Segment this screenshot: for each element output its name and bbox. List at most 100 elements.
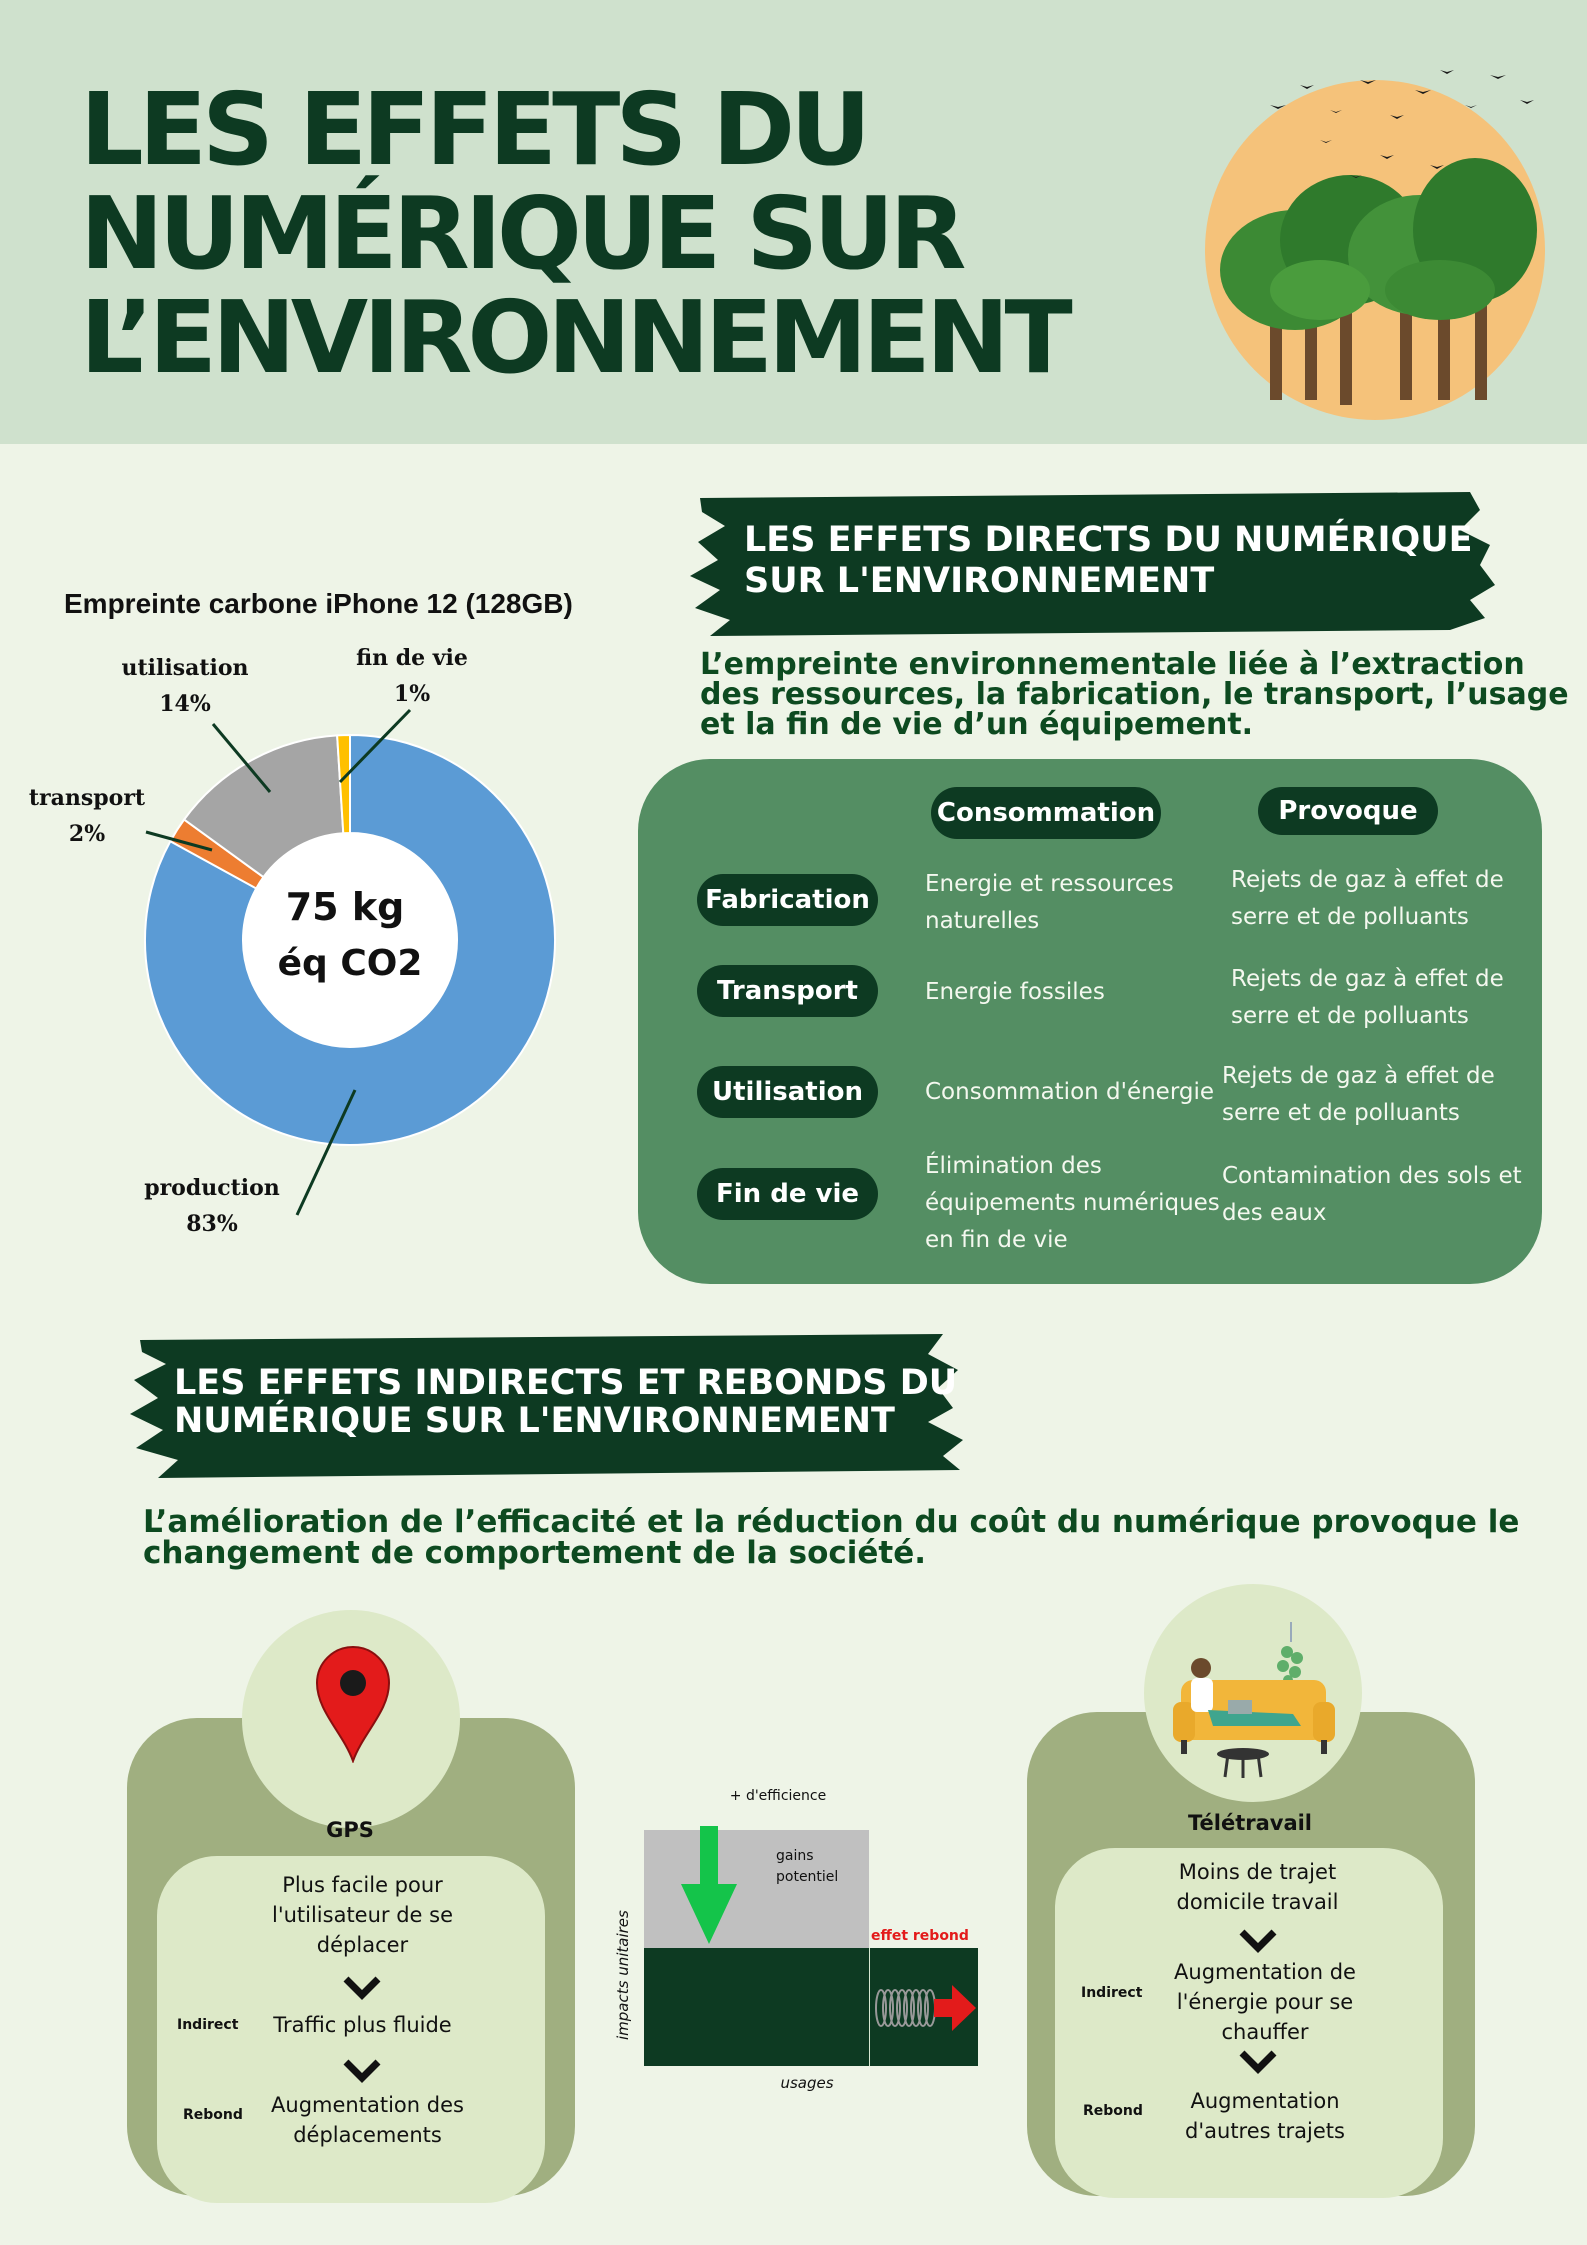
cell-effect: Rejets de gaz à effet de serre et de pol…	[1231, 862, 1504, 936]
step-line: d'autres trajets	[1185, 2119, 1345, 2143]
step-line: Plus facile pour	[282, 1873, 443, 1897]
step-line: chauffer	[1221, 2020, 1309, 2044]
gps-steps	[157, 1856, 545, 2203]
down-arrow-icon	[681, 1826, 737, 1944]
step-line: l'utilisateur de se	[271, 1903, 454, 1927]
slice-category-label: utilisation	[121, 655, 248, 681]
cell-effect: Rejets de gaz à effet de serre et de pol…	[1222, 1058, 1495, 1132]
intro-line: L’empreinte environnementale liée à l’ex…	[700, 647, 1525, 682]
indirect-effects-banner: LES EFFETS INDIRECTS ET REBONDS DU NUMÉR…	[128, 1330, 968, 1480]
chart-title: Empreinte carbone iPhone 12 (128GB)	[64, 588, 573, 619]
column-header-consumption: Consommation	[931, 787, 1161, 839]
cell-line: Consommation d'énergie	[925, 1079, 1215, 1105]
telework-steps	[1055, 1848, 1443, 2198]
leader-line	[295, 1089, 357, 1216]
trees-sun-illustration	[1205, 70, 1545, 420]
cell-line: serre et de polluants	[1231, 904, 1469, 930]
indirect-label: Indirect	[177, 2017, 239, 2033]
y-axis-label: impacts unitaires	[614, 1910, 632, 2040]
rebound-label: Rebond	[183, 2107, 243, 2123]
direct-intro-text: L’empreinte environnementale liée à l’ex…	[700, 650, 1580, 740]
banner-line: NUMÉRIQUE SUR L'ENVIRONNEMENT	[174, 1401, 895, 1441]
telework-title: Télétravail	[1187, 1811, 1313, 1835]
row-label-transport: Transport	[697, 965, 878, 1017]
cell-line: Élimination des	[925, 1153, 1102, 1179]
cell-consumption: Energie et ressources naturelles	[925, 866, 1174, 940]
gps-step-3: Augmentation des déplacements	[245, 2090, 490, 2150]
telework-step-1: Moins de trajet domicile travail	[1140, 1857, 1375, 1917]
donut-slices	[144, 733, 556, 1146]
slice-value-label: 1%	[394, 681, 430, 707]
rebound-effect-diagram: + d'efficience gains potentiel effet reb…	[614, 1788, 978, 2092]
donut-labels: production 83% transport 2% utilisation 14% fi…	[29, 645, 468, 1237]
chevron-down-icon	[1239, 1929, 1277, 1953]
step-line: déplacements	[293, 2123, 442, 2147]
efficiency-label: + d'efficience	[730, 1788, 826, 1804]
cell-line: Rejets de gaz à effet de	[1231, 966, 1504, 992]
row-label-utilisation: Utilisation	[697, 1066, 878, 1118]
right-arrow-icon	[934, 1985, 976, 2031]
cell-line: en fin de vie	[925, 1227, 1068, 1253]
cell-consumption: Energie fossiles	[925, 974, 1105, 1011]
gps-title: GPS	[326, 1818, 374, 1842]
slice-category-label: transport	[29, 785, 146, 811]
center-label-unit: éq CO2	[278, 943, 423, 984]
rebound-effect-label: effet rebond	[871, 1928, 969, 1944]
banner-line: SUR L'ENVIRONNEMENT	[744, 561, 1215, 601]
slice-value-label: 14%	[159, 691, 211, 717]
step-line: Augmentation des	[271, 2093, 464, 2117]
slice-value-label: 2%	[69, 821, 105, 847]
potential-gain-area	[644, 1830, 869, 1948]
banner-line: LES EFFETS INDIRECTS ET REBONDS DU	[174, 1363, 958, 1403]
x-axis-label: usages	[780, 2074, 833, 2092]
telework-step-3: Augmentation d'autres trajets	[1155, 2086, 1375, 2146]
donut-hole	[243, 833, 457, 1047]
title-line: LES EFFETS DU	[80, 71, 871, 188]
cell-effect: Contamination des sols et des eaux	[1222, 1158, 1522, 1232]
cell-line: des eaux	[1222, 1200, 1327, 1226]
current-impact-area	[644, 1948, 869, 2066]
leader-line	[145, 830, 213, 852]
rebound-label: Rebond	[1083, 2103, 1143, 2119]
chevron-down-icon	[343, 2059, 381, 2083]
chevron-down-icon	[1239, 2050, 1277, 2074]
step-line: déplacer	[316, 1933, 409, 1957]
cell-line: Rejets de gaz à effet de	[1222, 1063, 1495, 1089]
gps-step-2: Traffic plus fluide	[250, 2010, 475, 2040]
intro-line: et la fin de vie d’un équipement.	[700, 707, 1254, 742]
brush-stroke	[130, 1334, 963, 1478]
donut-chart: 75 kg éq CO2 production 83% transport 2% uti…	[29, 645, 556, 1237]
chevron-down-icon	[343, 1976, 381, 2000]
cell-line: Rejets de gaz à effet de	[1231, 867, 1504, 893]
page-title: LES EFFETS DU NUMÉRIQUE SUR L’ENVIRONNEM…	[80, 78, 1180, 390]
cell-consumption: Consommation d'énergie	[925, 1074, 1214, 1111]
cell-line: naturelles	[925, 908, 1040, 934]
step-line: domicile travail	[1176, 1890, 1339, 1914]
banner-line: LES EFFETS DIRECTS DU NUMÉRIQUE	[744, 520, 1473, 560]
slice-value-label: 83%	[186, 1211, 238, 1237]
cell-line: serre et de polluants	[1222, 1100, 1460, 1126]
step-line: Augmentation	[1190, 2089, 1340, 2113]
brush-stroke	[690, 492, 1495, 636]
leader-line	[338, 708, 412, 784]
row-label-fin-de-vie: Fin de vie	[697, 1168, 878, 1220]
step-line: Augmentation de	[1174, 1960, 1356, 1984]
telework-step-2: Augmentation de l'énergie pour se chauff…	[1150, 1957, 1380, 2047]
intro-line: changement de comportement de la société…	[143, 1535, 927, 1571]
map-pin-icon	[315, 1646, 391, 1763]
gps-step-1: Plus facile pour l'utilisateur de se dép…	[230, 1870, 495, 1960]
trees-icon	[1220, 158, 1537, 405]
cell-consumption: Élimination des équipements numériques e…	[925, 1148, 1220, 1259]
cell-line: Energie fossiles	[925, 979, 1105, 1005]
spring-icon	[875, 1989, 936, 2027]
step-line: Moins de trajet	[1178, 1860, 1337, 1884]
cell-line: équipements numériques	[925, 1190, 1220, 1216]
birds-icon	[1270, 70, 1534, 178]
title-line: L’ENVIRONNEMENT	[80, 279, 1073, 396]
cell-effect: Rejets de gaz à effet de serre et de pol…	[1231, 961, 1504, 1035]
cell-line: Contamination des sols et	[1222, 1163, 1522, 1189]
indirect-intro-text: L’amélioration de l’efficacité et la réd…	[143, 1507, 1543, 1569]
step-line: l'énergie pour se	[1176, 1990, 1354, 2014]
slice-category-label: fin de vie	[356, 645, 468, 671]
intro-line: L’amélioration de l’efficacité et la réd…	[143, 1504, 1520, 1540]
